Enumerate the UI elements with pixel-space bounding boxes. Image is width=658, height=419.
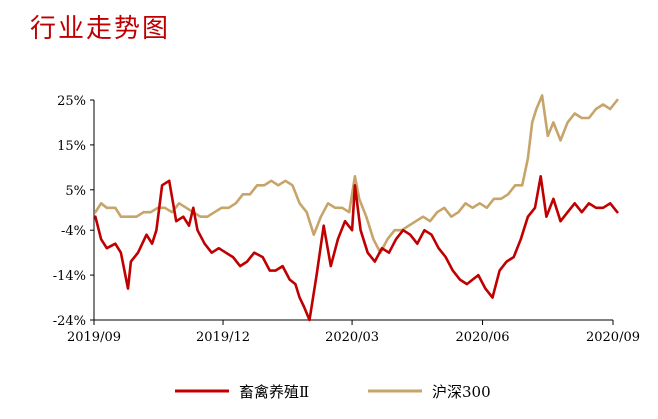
- legend-label-livestock: 畜禽养殖Ⅱ: [239, 383, 309, 401]
- series-line-livestock: [94, 175, 619, 322]
- x-tick-label: 2020/09: [586, 330, 640, 345]
- series-line-hs300: [94, 94, 619, 254]
- y-tick-label: -24%: [53, 314, 86, 329]
- x-tick-label: 2020/06: [456, 330, 510, 345]
- y-tick-label: 5%: [65, 184, 86, 199]
- chart-title: 行业走势图: [30, 14, 171, 44]
- x-tick-label: 2020/03: [325, 330, 379, 345]
- x-tick-label: 2019/09: [67, 330, 121, 345]
- y-tick-label: 15%: [57, 139, 86, 154]
- y-tick-label: 25%: [57, 94, 86, 109]
- y-tick-label: -14%: [53, 269, 86, 284]
- y-tick-label: -4%: [61, 224, 86, 239]
- x-tick-label: 2019/12: [196, 330, 250, 345]
- legend-label-hs300: 沪深300: [432, 383, 491, 401]
